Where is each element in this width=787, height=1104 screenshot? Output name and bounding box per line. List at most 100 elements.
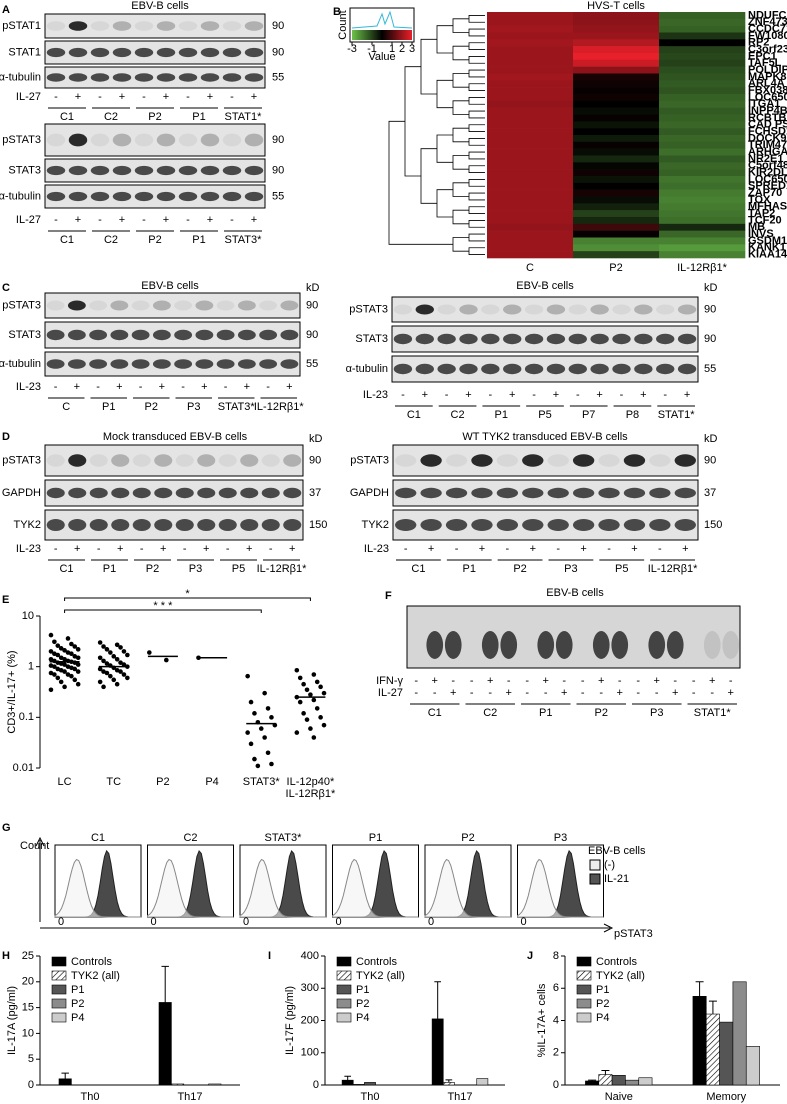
point	[318, 715, 323, 720]
band	[598, 519, 620, 531]
dendrogram	[388, 120, 453, 245]
heatmap-cell	[573, 80, 660, 88]
dendrogram	[436, 189, 453, 218]
x-tick-label: Th0	[361, 1091, 380, 1103]
group-label: C2	[483, 707, 497, 719]
treatment-sign: +	[728, 687, 734, 699]
point	[55, 643, 61, 648]
hist-title: P3	[554, 832, 567, 844]
group-label: P7	[582, 409, 595, 421]
treatment-sign: -	[532, 389, 536, 401]
y-axis-label: IL-17A (pg/ml)	[6, 986, 18, 1055]
group-label: C2	[104, 234, 118, 246]
band	[445, 519, 468, 531]
kd-label: 37	[704, 487, 716, 499]
band	[134, 191, 154, 202]
band	[568, 363, 587, 375]
point	[108, 673, 113, 679]
dendrogram	[468, 220, 485, 228]
point	[294, 667, 300, 673]
band	[237, 300, 256, 311]
treatment-sign: +	[596, 389, 602, 401]
blot-strip	[44, 479, 304, 507]
dendrogram	[452, 73, 469, 88]
treatment-sign: -	[226, 543, 230, 555]
band	[200, 73, 220, 82]
point	[308, 726, 313, 731]
band	[200, 21, 220, 31]
treatment-sign: +	[506, 687, 512, 699]
group-label: P2	[148, 234, 161, 246]
heatmap-cell	[573, 210, 660, 218]
heatmap-cell	[573, 141, 660, 149]
band	[244, 133, 264, 147]
band	[222, 191, 242, 202]
legend-swatch	[51, 1012, 67, 1023]
kd-label: 90	[272, 46, 284, 58]
band	[649, 519, 671, 531]
point	[308, 692, 313, 697]
x-tick-label: TC	[106, 776, 121, 788]
point	[125, 675, 130, 681]
band	[174, 359, 193, 369]
treatment-sign: -	[181, 381, 185, 393]
treatment-sign: -	[599, 687, 603, 699]
point	[304, 687, 310, 693]
treatment-sign: -	[576, 389, 580, 401]
dendrogram	[436, 25, 453, 54]
point	[121, 662, 127, 667]
band	[261, 454, 280, 467]
dendrogram	[468, 233, 485, 242]
heatmap-cell	[573, 182, 660, 190]
bar	[732, 981, 747, 1086]
point	[72, 677, 78, 683]
band	[546, 363, 566, 375]
band	[677, 333, 697, 345]
point	[311, 672, 317, 677]
treatment-sign: -	[445, 389, 449, 401]
band	[46, 454, 65, 467]
kd-label: 90	[272, 164, 284, 176]
band	[90, 21, 110, 31]
treatment-sign: -	[140, 543, 144, 555]
heatmap-cell	[573, 217, 660, 225]
blot-strip	[44, 66, 266, 89]
hist-unstim	[517, 858, 604, 918]
point	[301, 681, 306, 687]
treatment-sign: -	[54, 543, 58, 555]
heatmap-cell	[487, 107, 574, 115]
band	[393, 333, 413, 345]
group-label: C2	[451, 409, 465, 421]
row-label: STAT3	[8, 164, 41, 176]
treatment-sign: +	[203, 543, 209, 555]
group-label: C1	[407, 409, 421, 421]
row-label: α-tubulin	[0, 190, 41, 202]
treatment-sign: -	[729, 675, 733, 687]
gene-label: KIAA1467	[748, 248, 787, 260]
band	[222, 47, 242, 58]
band	[280, 300, 299, 311]
treatment-label: IL-27	[378, 687, 403, 699]
panel-letter: E	[2, 594, 9, 606]
band	[110, 329, 129, 341]
treatment-sign: +	[251, 91, 257, 103]
heatmap-cell	[659, 46, 746, 54]
treatment-sign: -	[663, 389, 667, 401]
treatment-label: IL-27	[16, 214, 41, 226]
heatmap-cell	[573, 100, 660, 108]
y-tick-label: 20	[22, 976, 34, 988]
band	[132, 487, 151, 499]
group-label: STAT3*	[225, 234, 263, 246]
heatmap-cell	[487, 135, 574, 143]
band	[437, 304, 456, 315]
dendrogram	[468, 179, 485, 187]
hist-tick: 0	[243, 916, 249, 928]
heatmap-cell	[573, 128, 660, 136]
band	[522, 519, 544, 531]
heatmap-cell	[659, 128, 746, 136]
panel-letter: J	[527, 950, 533, 962]
y-tick-label: 2	[553, 1047, 559, 1059]
gene-label: RP2	[748, 37, 769, 49]
band	[90, 47, 110, 58]
band	[134, 73, 154, 82]
